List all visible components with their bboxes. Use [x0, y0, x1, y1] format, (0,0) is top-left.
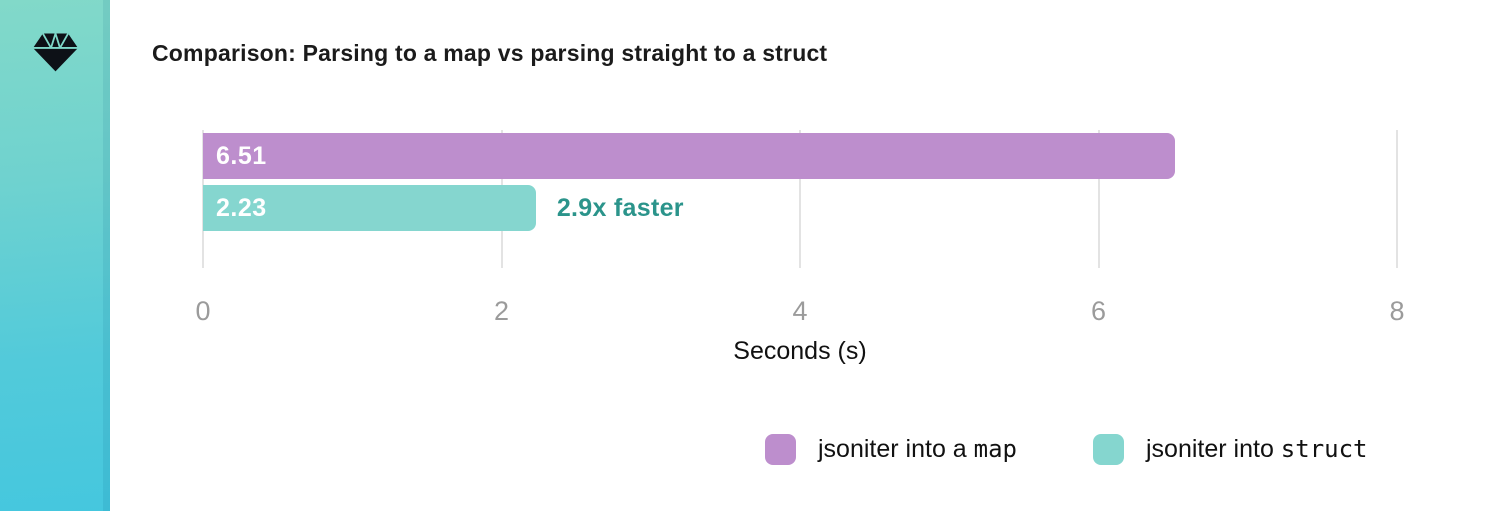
- diamond-gem-icon: [33, 33, 78, 72]
- x-tick-label: 0: [195, 296, 211, 326]
- legend-swatch-struct: [1093, 434, 1124, 465]
- legend-item-struct: jsoniter into struct: [1093, 434, 1368, 465]
- legend-code-map: map: [973, 435, 1017, 463]
- x-tick-label: 8: [1389, 296, 1405, 326]
- bar-jsoniter-map: 6.51: [203, 133, 1175, 179]
- legend-label-struct: jsoniter into struct: [1146, 435, 1368, 463]
- page-title: Comparison: Parsing to a map vs parsing …: [152, 40, 828, 66]
- legend-swatch-map: [765, 434, 796, 465]
- legend-item-map: jsoniter into a map: [765, 434, 1017, 465]
- gridline: [1396, 130, 1398, 268]
- x-tick-label: 6: [1090, 296, 1107, 326]
- bar-jsoniter-struct: 2.23: [203, 185, 536, 231]
- gridline: [1097, 130, 1100, 268]
- x-tick-label: 2: [493, 296, 510, 326]
- speedup-annotation: 2.9x faster: [556, 194, 684, 222]
- gridline: [799, 130, 801, 268]
- x-axis-label: Seconds (s): [733, 337, 867, 365]
- bar-value-label: 2.23: [216, 193, 267, 222]
- sidebar: [0, 0, 110, 511]
- x-tick-label: 4: [792, 296, 808, 326]
- bar-value-label: 6.51: [216, 141, 267, 170]
- legend-label-map: jsoniter into a map: [818, 435, 1017, 463]
- legend-code-struct: struct: [1280, 435, 1368, 463]
